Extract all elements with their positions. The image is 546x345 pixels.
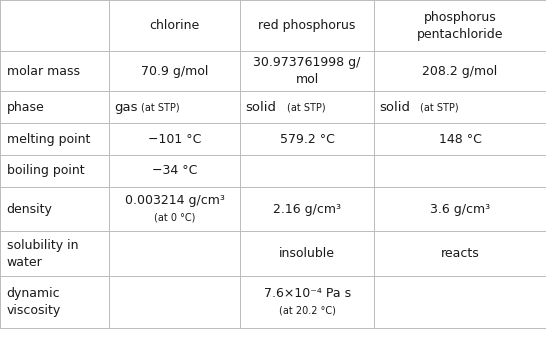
Text: (at STP): (at STP) <box>420 102 459 112</box>
Text: 3.6 g/cm³: 3.6 g/cm³ <box>430 203 490 216</box>
Text: solid: solid <box>246 101 277 114</box>
Text: chlorine: chlorine <box>150 19 200 32</box>
Text: phase: phase <box>7 101 44 114</box>
Text: red phosphorus: red phosphorus <box>258 19 356 32</box>
Text: boiling point: boiling point <box>7 164 84 177</box>
Text: gas: gas <box>115 101 138 114</box>
Text: (at STP): (at STP) <box>141 102 180 112</box>
Text: phosphorus
pentachloride: phosphorus pentachloride <box>417 11 503 40</box>
Text: solubility in
water: solubility in water <box>7 239 78 269</box>
Text: molar mass: molar mass <box>7 65 80 78</box>
Text: melting point: melting point <box>7 132 90 146</box>
Text: 2.16 g/cm³: 2.16 g/cm³ <box>273 203 341 216</box>
Text: (at 0 °C): (at 0 °C) <box>154 213 195 223</box>
Text: 30.973761998 g/
mol: 30.973761998 g/ mol <box>253 56 361 86</box>
Text: −101 °C: −101 °C <box>148 132 201 146</box>
Text: (at STP): (at STP) <box>287 102 325 112</box>
Text: 0.003214 g/cm³: 0.003214 g/cm³ <box>125 194 224 207</box>
Text: 70.9 g/mol: 70.9 g/mol <box>141 65 209 78</box>
Text: solid: solid <box>379 101 411 114</box>
Text: reacts: reacts <box>441 247 479 260</box>
Text: 7.6×10⁻⁴ Pa s: 7.6×10⁻⁴ Pa s <box>264 287 351 300</box>
Text: (at 20.2 °C): (at 20.2 °C) <box>278 306 336 316</box>
Text: 208.2 g/mol: 208.2 g/mol <box>423 65 497 78</box>
Text: dynamic
viscosity: dynamic viscosity <box>7 287 61 317</box>
Text: insoluble: insoluble <box>279 247 335 260</box>
Text: −34 °C: −34 °C <box>152 164 198 177</box>
Text: 148 °C: 148 °C <box>438 132 482 146</box>
Text: density: density <box>7 203 52 216</box>
Text: 579.2 °C: 579.2 °C <box>280 132 335 146</box>
